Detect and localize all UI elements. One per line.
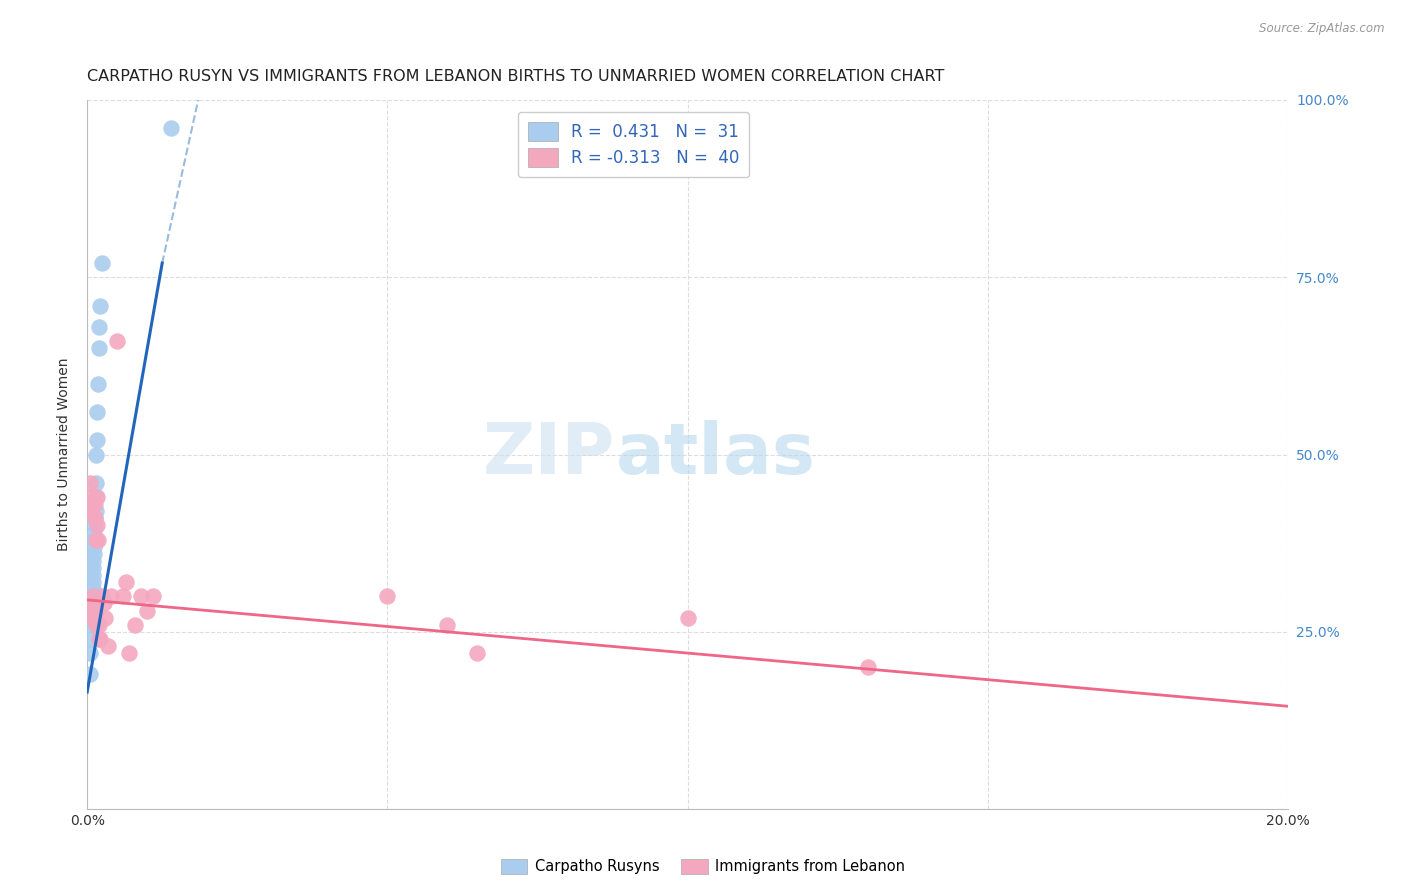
Point: [160, 121, 183, 136]
Text: Source: ZipAtlas.com: Source: ZipAtlas.com: [1260, 22, 1385, 36]
Point: [89, 319, 111, 334]
Point: [89, 632, 111, 646]
Text: atlas: atlas: [616, 420, 815, 489]
Point: [83, 540, 105, 554]
Point: [87, 376, 110, 391]
Point: [142, 590, 165, 604]
Point: [80, 610, 103, 624]
Point: [82, 590, 104, 604]
Point: [375, 590, 398, 604]
Point: [79, 475, 101, 490]
Point: [115, 575, 138, 590]
Point: [82, 596, 104, 610]
Point: [84, 518, 107, 533]
Point: [83, 533, 105, 547]
Point: [82, 554, 104, 568]
Legend: Carpatho Rusyns, Immigrants from Lebanon: Carpatho Rusyns, Immigrants from Lebanon: [495, 853, 911, 880]
Text: ZIP: ZIP: [484, 420, 616, 489]
Legend: R =  0.431   N =  31, R = -0.313   N =  40: R = 0.431 N = 31, R = -0.313 N = 40: [517, 112, 749, 177]
Point: [86, 490, 108, 504]
Point: [83, 596, 105, 610]
Point: [82, 610, 104, 624]
Point: [79, 632, 101, 646]
Point: [91, 590, 114, 604]
Point: [79, 646, 101, 660]
Point: [80, 596, 103, 610]
Point: [86, 518, 108, 533]
Point: [436, 617, 458, 632]
Point: [97, 639, 120, 653]
Point: [676, 610, 699, 624]
Point: [124, 617, 146, 632]
Point: [100, 590, 122, 604]
Point: [89, 632, 111, 646]
Point: [84, 511, 107, 525]
Point: [82, 561, 104, 575]
Point: [94, 610, 117, 624]
Point: [136, 603, 159, 617]
Point: [80, 617, 103, 632]
Text: CARPATHO RUSYN VS IMMIGRANTS FROM LEBANON BIRTHS TO UNMARRIED WOMEN CORRELATION : CARPATHO RUSYN VS IMMIGRANTS FROM LEBANO…: [87, 69, 945, 84]
Point: [84, 490, 107, 504]
Point: [80, 603, 103, 617]
Point: [83, 525, 105, 540]
Point: [84, 448, 107, 462]
Point: [84, 533, 107, 547]
Point: [82, 582, 104, 597]
Point: [80, 603, 103, 617]
Point: [84, 497, 107, 511]
Point: [93, 596, 115, 610]
Point: [83, 610, 105, 624]
Point: [84, 617, 107, 632]
Point: [87, 341, 110, 355]
Point: [856, 660, 879, 674]
Point: [84, 475, 107, 490]
Point: [112, 590, 135, 604]
Point: [80, 497, 103, 511]
Point: [91, 256, 114, 270]
Y-axis label: Births to Unmarried Women: Births to Unmarried Women: [58, 358, 72, 551]
Point: [83, 610, 105, 624]
Point: [129, 590, 152, 604]
Point: [89, 299, 111, 313]
Point: [79, 490, 101, 504]
Point: [82, 568, 104, 582]
Point: [83, 547, 105, 561]
Point: [79, 667, 101, 681]
Point: [80, 504, 103, 518]
Point: [467, 646, 489, 660]
Point: [87, 617, 110, 632]
Point: [105, 334, 128, 348]
Point: [84, 511, 107, 525]
Point: [84, 504, 107, 518]
Point: [86, 434, 108, 448]
Point: [84, 603, 107, 617]
Point: [86, 405, 108, 419]
Point: [82, 575, 104, 590]
Point: [118, 646, 141, 660]
Point: [87, 533, 110, 547]
Point: [80, 590, 103, 604]
